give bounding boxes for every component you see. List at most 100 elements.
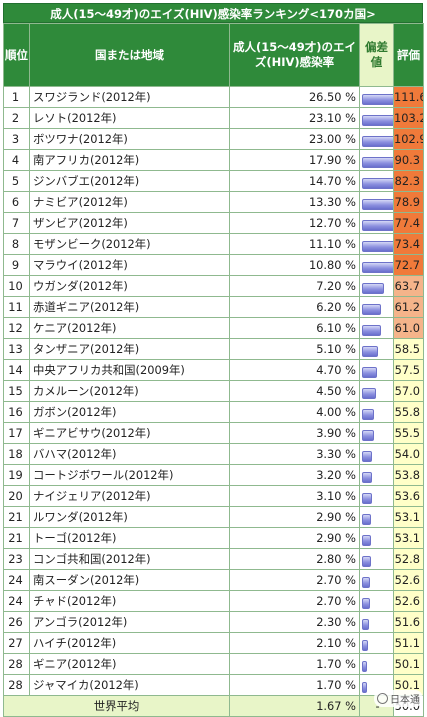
rank-cell: 1 bbox=[3, 86, 30, 108]
ranking-table: 順位 国または地域 成人(15～49才)のエイズ(HIV)感染率 偏差値 評価 … bbox=[3, 23, 424, 717]
deviation-cell: 52.8 bbox=[393, 548, 424, 570]
rate-bar bbox=[362, 303, 381, 315]
deviation-cell: 73.4 bbox=[393, 233, 424, 255]
rate-cell: 2.80 % bbox=[229, 548, 360, 570]
bar-cell bbox=[359, 149, 394, 171]
rank-cell: 28 bbox=[3, 674, 30, 696]
bar-cell bbox=[359, 233, 394, 255]
bar-cell bbox=[359, 632, 394, 654]
deviation-cell: 51.1 bbox=[393, 632, 424, 654]
rate-cell: 2.70 % bbox=[229, 590, 360, 612]
bar-cell bbox=[359, 86, 394, 108]
bar-cell bbox=[359, 359, 394, 381]
rate-cell: 3.20 % bbox=[229, 464, 360, 486]
header-evaluation: 評価 bbox=[393, 23, 424, 87]
country-cell: ザンビア(2012年) bbox=[29, 212, 230, 234]
country-cell: 中央アフリカ共和国(2009年) bbox=[29, 359, 230, 381]
bar-cell bbox=[359, 212, 394, 234]
rate-bar bbox=[362, 177, 393, 189]
country-cell: レソト(2012年) bbox=[29, 107, 230, 129]
country-cell: チャド(2012年) bbox=[29, 590, 230, 612]
bar-cell bbox=[359, 485, 394, 507]
bar-cell bbox=[359, 338, 394, 360]
rate-cell: 23.10 % bbox=[229, 107, 360, 129]
bar-cell bbox=[359, 527, 394, 549]
rate-cell: 12.70 % bbox=[229, 212, 360, 234]
deviation-cell: 61.2 bbox=[393, 296, 424, 318]
rate-cell: 6.10 % bbox=[229, 317, 360, 339]
rate-bar bbox=[362, 618, 369, 630]
country-cell: ルワンダ(2012年) bbox=[29, 506, 230, 528]
rate-bar bbox=[362, 198, 393, 210]
rate-cell: 2.30 % bbox=[229, 611, 360, 633]
rank-cell: 14 bbox=[3, 359, 30, 381]
rate-bar bbox=[362, 534, 371, 546]
rank-cell: 13 bbox=[3, 338, 30, 360]
watermark-text: 日本通 bbox=[390, 695, 420, 706]
rank-cell: 2 bbox=[3, 107, 30, 129]
country-cell: ハイチ(2012年) bbox=[29, 632, 230, 654]
deviation-cell: 58.5 bbox=[393, 338, 424, 360]
header-deviation: 偏差値 bbox=[359, 23, 394, 87]
rate-bar bbox=[362, 93, 393, 105]
deviation-cell: 57.0 bbox=[393, 380, 424, 402]
bar-cell bbox=[359, 401, 394, 423]
rank-cell: 21 bbox=[3, 506, 30, 528]
country-cell: アンゴラ(2012年) bbox=[29, 611, 230, 633]
country-cell: ボツワナ(2012年) bbox=[29, 128, 230, 150]
rate-bar bbox=[362, 471, 372, 483]
rank-cell: 18 bbox=[3, 443, 30, 465]
rank-cell: 9 bbox=[3, 254, 30, 276]
rate-bar bbox=[362, 345, 378, 357]
country-cell: トーゴ(2012年) bbox=[29, 527, 230, 549]
rate-cell: 26.50 % bbox=[229, 86, 360, 108]
deviation-cell: 52.6 bbox=[393, 569, 424, 591]
deviation-cell: 63.7 bbox=[393, 275, 424, 297]
header-row: 順位 国または地域 成人(15～49才)のエイズ(HIV)感染率 偏差値 評価 bbox=[3, 23, 424, 87]
watermark-icon bbox=[377, 693, 388, 704]
bar-cell bbox=[359, 443, 394, 465]
bar-cell bbox=[359, 128, 394, 150]
bar-cell bbox=[359, 653, 394, 675]
rank-cell: 19 bbox=[3, 464, 30, 486]
rate-bar bbox=[362, 114, 393, 126]
country-cell: バハマ(2012年) bbox=[29, 443, 230, 465]
rank-cell: 12 bbox=[3, 317, 30, 339]
deviation-cell: 53.6 bbox=[393, 485, 424, 507]
header-country: 国または地域 bbox=[29, 23, 230, 87]
rate-cell: 3.10 % bbox=[229, 485, 360, 507]
deviation-cell: 51.6 bbox=[393, 611, 424, 633]
country-cell: ガボン(2012年) bbox=[29, 401, 230, 423]
deviation-cell: 54.0 bbox=[393, 443, 424, 465]
header-rank: 順位 bbox=[3, 23, 30, 87]
header-rate: 成人(15～49才)のエイズ(HIV)感染率 bbox=[229, 23, 360, 87]
rank-cell: 8 bbox=[3, 233, 30, 255]
rank-cell: 3 bbox=[3, 128, 30, 150]
country-cell: コンゴ共和国(2012年) bbox=[29, 548, 230, 570]
bar-cell bbox=[359, 296, 394, 318]
rate-bar bbox=[362, 576, 370, 588]
rank-cell: 7 bbox=[3, 212, 30, 234]
rate-cell: 14.70 % bbox=[229, 170, 360, 192]
bar-cell bbox=[359, 569, 394, 591]
rank-cell: 24 bbox=[3, 569, 30, 591]
deviation-cell: 53.1 bbox=[393, 506, 424, 528]
deviation-cell: 55.8 bbox=[393, 401, 424, 423]
rate-cell: 4.00 % bbox=[229, 401, 360, 423]
deviation-cell: 53.1 bbox=[393, 527, 424, 549]
rank-cell: 20 bbox=[3, 485, 30, 507]
